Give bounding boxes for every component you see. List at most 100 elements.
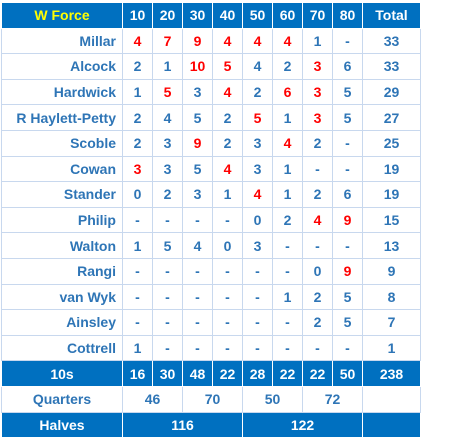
score-cell: 4 [152, 104, 183, 131]
player-row: Cottrell 1- - - - - - -1 [1, 334, 421, 362]
score-cell: 1 [212, 181, 243, 208]
score-cell: 4 [272, 129, 303, 157]
quarter-cell: 50 [242, 385, 303, 413]
score-cell: - [122, 283, 153, 311]
tens-cell: 48 [182, 360, 213, 387]
score-cell: - [332, 155, 363, 183]
score-cell: 1 [272, 155, 303, 183]
score-cell: 3 [242, 155, 273, 183]
player-total: 25 [362, 129, 421, 157]
score-cell: - [332, 334, 363, 362]
score-cell: - [302, 232, 333, 259]
player-row: Millar 4 7 9 4 4 4 1-33 [1, 27, 421, 55]
half-cell: 116 [122, 411, 243, 439]
player-row: Cowan 3 3 5 4 3 1- -19 [1, 155, 421, 183]
score-cell: 4 [242, 27, 273, 55]
player-row: Stander 0 2 3 1 4 1 2 6 19 [1, 181, 421, 208]
player-total: 19 [362, 181, 421, 208]
score-cell: 4 [212, 78, 243, 106]
score-cell: 2 [302, 129, 333, 157]
player-name: van Wyk [1, 283, 123, 311]
score-cell: - [242, 283, 273, 311]
player-name: Philip [1, 206, 123, 234]
score-cell: - [302, 334, 333, 362]
tens-cell: 22 [212, 360, 243, 387]
score-cell: 4 [242, 53, 273, 80]
half-cell: 122 [242, 411, 363, 439]
score-cell: 1 [272, 283, 303, 311]
score-cell: 5 [332, 309, 363, 336]
score-cell: - [152, 206, 183, 234]
score-cell: - [182, 283, 213, 311]
score-cell: 6 [332, 53, 363, 80]
quarters-total-blank [362, 385, 421, 413]
player-name: Cottrell [1, 334, 123, 362]
player-total: 33 [362, 53, 421, 80]
player-name: Walton [1, 232, 123, 259]
score-cell: 0 [212, 232, 243, 259]
player-row: Ainsley - - - - - -2 5 7 [1, 309, 421, 336]
score-cell: 2 [122, 53, 153, 80]
score-cell: 3 [302, 104, 333, 131]
column-header-40: 40 [212, 2, 243, 29]
score-cell: 5 [182, 104, 213, 131]
score-cell: 4 [122, 27, 153, 55]
player-row: R Haylett-Petty 2 4 5 2 5 1 3 5 27 [1, 104, 421, 131]
score-cell: 7 [152, 27, 183, 55]
player-name: Ainsley [1, 309, 123, 336]
player-total: 9 [362, 257, 421, 285]
score-cell: 5 [152, 232, 183, 259]
score-cell: 3 [182, 181, 213, 208]
score-cell: 4 [242, 181, 273, 208]
tens-cell: 30 [152, 360, 183, 387]
score-cell: - [272, 334, 303, 362]
score-cell: - [182, 206, 213, 234]
halves-total-blank [362, 411, 421, 439]
score-cell: 3 [152, 129, 183, 157]
player-total: 8 [362, 283, 421, 311]
column-header-20: 20 [152, 2, 183, 29]
total-header: Total [362, 2, 421, 29]
score-cell: - [182, 334, 213, 362]
score-cell: 3 [242, 129, 273, 157]
column-header-80: 80 [332, 2, 363, 29]
score-cell: 9 [182, 27, 213, 55]
score-cell: 1 [302, 27, 333, 55]
score-cell: 1 [272, 181, 303, 208]
score-cell: - [242, 309, 273, 336]
score-cell: 3 [242, 232, 273, 259]
quarters-label: Quarters [1, 385, 123, 413]
player-name: Scoble [1, 129, 123, 157]
score-cell: 1 [272, 104, 303, 131]
score-cell: 1 [122, 334, 153, 362]
player-row: Scoble 2 3 9 2 3 4 2-25 [1, 129, 421, 157]
score-cell: - [242, 334, 273, 362]
tens-cell: 22 [302, 360, 333, 387]
score-cell: 3 [152, 155, 183, 183]
column-header-50: 50 [242, 2, 273, 29]
score-cell: 0 [122, 181, 153, 208]
score-cell: 3 [182, 78, 213, 106]
score-cell: - [122, 257, 153, 285]
score-cell: 2 [272, 53, 303, 80]
score-cell: 1 [122, 78, 153, 106]
score-cell: - [272, 257, 303, 285]
player-row: van Wyk - - - - -1 2 5 8 [1, 283, 421, 311]
player-name: R Haylett-Petty [1, 104, 123, 131]
score-cell: - [212, 206, 243, 234]
score-cell: 1 [122, 232, 153, 259]
quarter-cell: 46 [122, 385, 183, 413]
player-total: 15 [362, 206, 421, 234]
halves-label: Halves [1, 411, 123, 439]
tens-row: 10s 16 30 48 22 28 22 22 50 238 [1, 360, 421, 387]
score-cell: - [302, 155, 333, 183]
score-cell: 5 [182, 155, 213, 183]
player-row: Walton 1 5 4 0 3- - -13 [1, 232, 421, 259]
player-total: 33 [362, 27, 421, 55]
player-total: 1 [362, 334, 421, 362]
header-row: W Force 10 20 30 40 50 60 70 80 Total [1, 2, 421, 29]
score-cell: 2 [272, 206, 303, 234]
score-cell: 2 [122, 104, 153, 131]
score-cell: 5 [212, 53, 243, 80]
score-cell: 9 [332, 257, 363, 285]
